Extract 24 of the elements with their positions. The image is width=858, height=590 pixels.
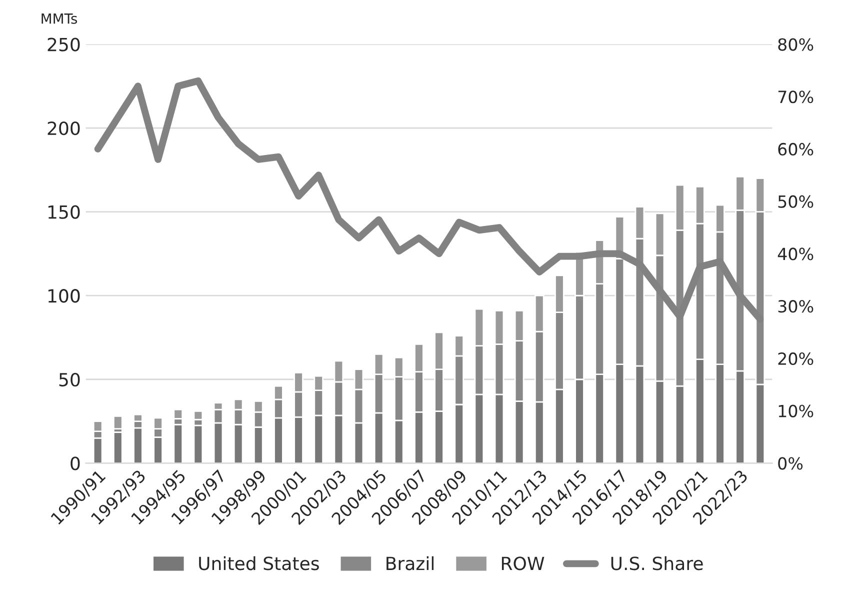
y2-tick-label: 70% [778,90,814,104]
y2-tick-label: 40% [778,248,814,260]
y-tick-label: 50 [59,372,80,386]
bar [173,424,184,464]
y-tick-label: 150 [48,205,80,219]
legend-label: U.S. Share [611,556,703,570]
y2-tick-label: 20% [778,352,814,365]
bar [113,431,123,464]
bar [193,424,204,464]
y-tick-label: 0 [70,456,80,470]
y2-tick-label: 80% [778,38,814,51]
legend-label: Brazil [386,556,434,570]
y2-tick-label: 0% [778,457,803,470]
legend-label: United States [199,556,319,570]
y-tick-label: 100 [48,289,80,303]
y2-tick-label: 10% [778,404,814,418]
y2-tick-label: 50% [778,195,814,208]
y-tick-label: 250 [48,38,80,52]
y-axis-title: MMTs [42,14,78,24]
bar [113,416,123,430]
legend-label: ROW [502,556,544,570]
y2-tick-label: 60% [778,142,814,156]
y-tick-label: 200 [48,121,80,136]
y2-tick-label: 30% [778,300,814,313]
